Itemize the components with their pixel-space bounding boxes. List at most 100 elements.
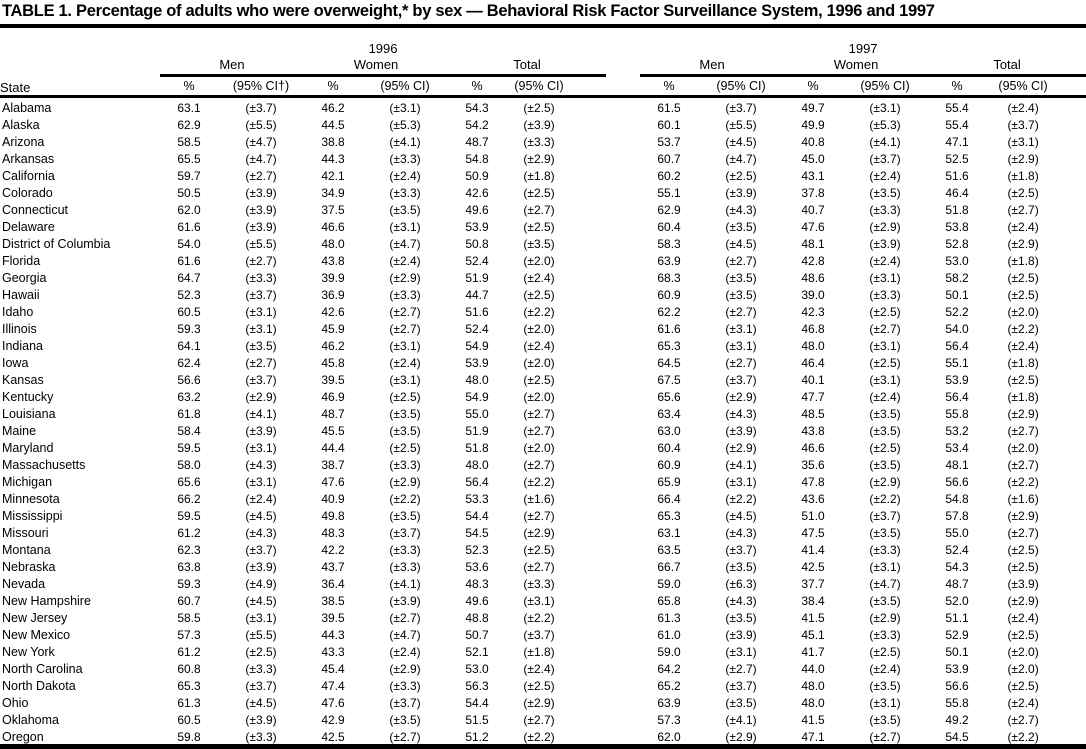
value-cell: (±2.4) — [869, 389, 901, 404]
value-cell: (±2.7) — [523, 712, 555, 727]
state-cell: New Mexico — [2, 627, 71, 642]
value-cell: 61.6 — [657, 321, 681, 336]
column-gap — [606, 695, 640, 712]
state-cell: Mississippi — [2, 508, 63, 523]
value-cell: (±2.5) — [523, 100, 555, 115]
value-cell: (±2.7) — [725, 661, 757, 676]
column-gap — [606, 712, 640, 729]
column-gap — [606, 304, 640, 321]
value-cell: 46.6 — [801, 440, 825, 455]
value-cell: (±3.9) — [389, 593, 421, 608]
value-cell: (±3.5) — [869, 712, 901, 727]
value-cell: 51.0 — [801, 508, 825, 523]
value-cell: (±3.3) — [389, 457, 421, 472]
value-cell: (±2.4) — [1007, 338, 1039, 353]
value-cell: 52.4 — [465, 253, 489, 268]
value-cell: 60.4 — [657, 440, 681, 455]
value-cell: (±2.5) — [869, 304, 901, 319]
value-cell: (±2.9) — [725, 729, 757, 744]
column-gap — [606, 406, 640, 423]
value-cell: (±4.3) — [245, 457, 277, 472]
value-cell: (±3.3) — [389, 151, 421, 166]
column-gap — [606, 338, 640, 355]
value-cell: (±3.9) — [245, 202, 277, 217]
value-cell: (±1.8) — [1007, 389, 1039, 404]
value-cell: 56.6 — [945, 474, 969, 489]
value-cell: (±2.9) — [725, 440, 757, 455]
value-cell: 63.9 — [657, 253, 681, 268]
value-cell: (±2.2) — [523, 304, 555, 319]
value-cell: (±2.5) — [389, 440, 421, 455]
value-cell: 63.8 — [177, 559, 201, 574]
value-cell: (±2.7) — [1007, 202, 1039, 217]
column-gap — [606, 151, 640, 168]
state-cell: District of Columbia — [2, 236, 111, 251]
value-cell: (±3.5) — [389, 406, 421, 421]
value-cell: (±3.3) — [245, 270, 277, 285]
value-cell: 47.6 — [801, 219, 825, 234]
state-column-header: State — [0, 28, 160, 98]
table-row: Connecticut 62.0 (±3.9) 37.5 (±3.5) 49.6 (±2.7… — [0, 202, 1086, 219]
value-cell: 64.2 — [657, 661, 681, 676]
state-cell: North Dakota — [2, 678, 76, 693]
value-cell: (±4.7) — [389, 627, 421, 642]
value-cell: (±3.9) — [245, 185, 277, 200]
value-cell: 51.1 — [945, 610, 969, 625]
value-cell: (±3.5) — [869, 593, 901, 608]
value-cell: 42.9 — [321, 712, 345, 727]
value-cell: 59.0 — [657, 644, 681, 659]
value-cell: 60.5 — [177, 712, 201, 727]
value-cell: (±3.1) — [869, 695, 901, 710]
value-cell: 46.2 — [321, 100, 345, 115]
value-cell: 48.0 — [465, 457, 489, 472]
value-cell: 36.4 — [321, 576, 345, 591]
value-cell: 61.2 — [177, 525, 201, 540]
value-cell: 61.5 — [657, 100, 681, 115]
value-cell: (±4.5) — [725, 134, 757, 149]
column-gap — [606, 134, 640, 151]
value-cell: 41.5 — [801, 712, 825, 727]
value-cell: 48.6 — [801, 270, 825, 285]
value-cell: 60.1 — [657, 117, 681, 132]
value-cell: (±2.4) — [869, 253, 901, 268]
state-cell: Illinois — [2, 321, 37, 336]
table-row: Missouri 61.2 (±4.3) 48.3 (±3.7) 54.5 (±2.9) 63… — [0, 525, 1086, 542]
value-cell: 45.0 — [801, 151, 825, 166]
value-cell: (±2.9) — [1007, 406, 1039, 421]
column-gap — [606, 185, 640, 202]
table-row: Maryland 59.5 (±3.1) 44.4 (±2.5) 51.8 (±2.0) 60… — [0, 440, 1086, 457]
column-gap — [606, 168, 640, 185]
value-cell: (±2.4) — [869, 661, 901, 676]
value-cell: (±2.7) — [725, 355, 757, 370]
value-cell: 53.9 — [945, 661, 969, 676]
value-cell: 61.8 — [177, 406, 201, 421]
value-cell: (±2.5) — [523, 219, 555, 234]
value-cell: (±5.5) — [245, 236, 277, 251]
value-cell: 59.0 — [657, 576, 681, 591]
value-cell: 44.0 — [801, 661, 825, 676]
value-cell: 52.5 — [945, 151, 969, 166]
value-cell: 57.3 — [657, 712, 681, 727]
value-cell: 62.2 — [657, 304, 681, 319]
value-cell: (±4.5) — [245, 695, 277, 710]
value-cell: (±3.5) — [869, 525, 901, 540]
value-cell: (±3.9) — [725, 185, 757, 200]
value-cell: 54.4 — [465, 695, 489, 710]
value-cell: (±3.9) — [245, 219, 277, 234]
value-cell: (±2.2) — [869, 491, 901, 506]
value-cell: (±2.0) — [523, 440, 555, 455]
value-cell: (±2.7) — [389, 321, 421, 336]
value-cell: (±3.3) — [245, 729, 277, 744]
value-cell: 48.8 — [465, 610, 489, 625]
value-cell: (±3.5) — [869, 678, 901, 693]
value-cell: (±2.0) — [1007, 304, 1039, 319]
page-cut-rule — [0, 744, 1086, 749]
value-cell: 66.2 — [177, 491, 201, 506]
value-cell: 49.6 — [465, 202, 489, 217]
ci-header: (95% CI) — [362, 75, 448, 98]
value-cell: (±3.1) — [245, 321, 277, 336]
value-cell: (±3.3) — [245, 661, 277, 676]
value-cell: (±2.5) — [869, 644, 901, 659]
value-cell: 42.5 — [321, 729, 345, 744]
table-row: New York 61.2 (±2.5) 43.3 (±2.4) 52.1 (±1.8) 59… — [0, 644, 1086, 661]
